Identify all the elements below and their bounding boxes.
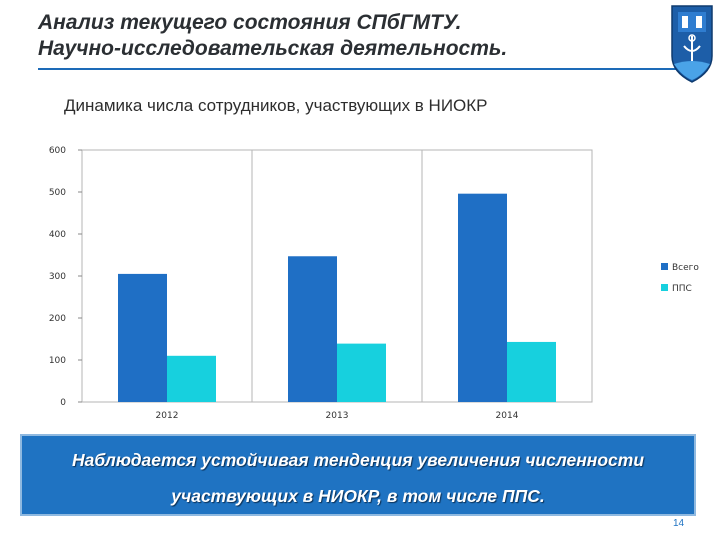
conclusion-line-1: Наблюдается устойчивая тенденция увеличе…	[71, 450, 645, 470]
slide-title-line-1: Анализ текущего состояния СПбГМТУ.	[38, 11, 462, 34]
bar-ППС-2013	[337, 343, 386, 402]
bar-Всего-2013	[288, 256, 337, 402]
y-tick-label: 400	[49, 230, 66, 240]
bar-Всего-2014	[458, 193, 507, 402]
chart-bars	[118, 193, 556, 402]
y-tick-label: 600	[49, 146, 66, 156]
x-tick-label: 2012	[156, 411, 179, 421]
legend-swatch	[661, 263, 668, 270]
y-tick-label: 100	[49, 356, 66, 366]
title-divider	[38, 68, 683, 70]
y-tick-label: 0	[60, 398, 66, 408]
chart-axes: 0 100 200 300 400 500 600 2012 2013 2014	[49, 146, 593, 421]
slide-title: Анализ текущего состояния СПбГМТУ. Научн…	[38, 10, 658, 62]
y-tick-label: 200	[49, 314, 66, 324]
bar-ППС-2014	[507, 341, 556, 402]
y-tick-label: 500	[49, 188, 66, 198]
chart-title: Динамика числа сотрудников, участвующих …	[64, 96, 488, 115]
bar-ППС-2012	[167, 355, 216, 402]
conclusion-banner: Наблюдается устойчивая тенденция увеличе…	[20, 434, 696, 516]
slide-title-line-2: Научно-исследовательская деятельность.	[38, 37, 508, 60]
page-number: 14	[673, 518, 685, 529]
y-tick-label: 300	[49, 272, 66, 282]
legend-label: Всего	[672, 263, 699, 273]
legend-label: ППС	[672, 284, 692, 294]
bar-chart: 0 100 200 300 400 500 600 2012 2013 2014 Всего ППС	[49, 146, 700, 421]
legend-swatch	[661, 284, 668, 291]
x-tick-label: 2013	[326, 411, 349, 421]
bar-Всего-2012	[118, 273, 167, 402]
university-logo	[664, 2, 720, 86]
conclusion-line-2: участвующих в НИОКР, в том числе ППС.	[171, 486, 545, 506]
chart-legend: Всего ППС	[661, 263, 699, 294]
x-tick-label: 2014	[496, 411, 519, 421]
